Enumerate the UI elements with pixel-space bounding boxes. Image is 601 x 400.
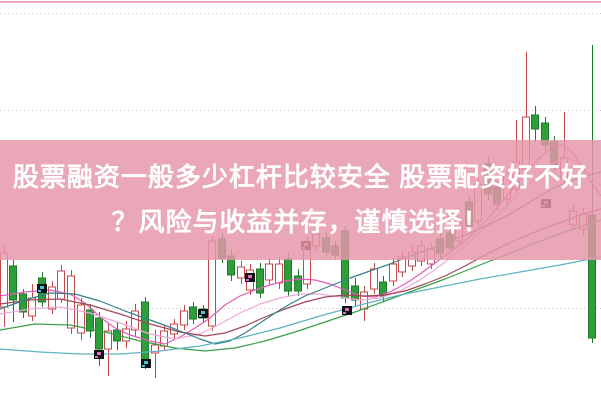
candle-up [265, 258, 273, 285]
candle-body [379, 281, 387, 297]
candle-body [48, 286, 56, 310]
signal-marker-glyph [201, 311, 205, 314]
signal-marker-glyph [248, 275, 252, 278]
signal-marker-glyph [199, 315, 202, 317]
candle-down [189, 302, 197, 324]
candle-down [86, 304, 94, 338]
candle-down [19, 289, 27, 318]
candle-body [95, 317, 103, 350]
candle-up [48, 281, 56, 314]
candle-down [256, 263, 264, 298]
candle-body [9, 265, 17, 301]
candle-body [104, 330, 112, 350]
signal-marker-glyph [345, 308, 349, 311]
signal-marker-glyph [95, 356, 98, 358]
candle-body [122, 328, 130, 342]
candle-body [57, 270, 65, 300]
signal-marker [245, 273, 255, 282]
candle-body [237, 266, 245, 279]
candle-up [180, 305, 188, 330]
candle-body [0, 252, 8, 308]
signal-marker-glyph [97, 352, 101, 355]
candle-body [19, 293, 27, 313]
candle-body [265, 263, 273, 281]
candle-body [189, 306, 197, 320]
candle-body [294, 275, 302, 292]
signal-marker-glyph [343, 312, 346, 314]
candle-body [256, 268, 264, 294]
signal-marker [198, 309, 208, 318]
signal-marker-glyph [142, 365, 145, 367]
candle-body [360, 291, 368, 310]
signal-marker [141, 359, 151, 368]
candle-up [151, 330, 159, 378]
signal-marker-glyph [40, 286, 44, 289]
candle-body [28, 297, 36, 317]
candle-up [77, 298, 85, 340]
signal-marker-glyph [38, 290, 41, 292]
candle-body [275, 263, 283, 284]
candle-up [237, 261, 245, 284]
candle-body [86, 309, 94, 332]
candle-body [284, 258, 292, 292]
signal-marker-glyph [246, 279, 249, 281]
candle-down [531, 106, 539, 142]
candle-body [151, 344, 159, 354]
signal-marker [94, 350, 104, 359]
candle-body [531, 114, 539, 130]
headline-line-2: ？风险与收益并存，谨慎选择！ [111, 207, 490, 237]
candle-up [370, 263, 378, 294]
headline-line-1: 股票融资一般多少杠杆比较安全 股票配资好不好 [12, 162, 589, 193]
signal-marker [37, 284, 47, 293]
top-accent-line [0, 1, 601, 3]
signal-marker [342, 306, 352, 315]
candle-body [389, 263, 397, 282]
headline-banner: 股票融资一般多少杠杆比较安全 股票配资好不好 ？风险与收益并存，谨慎选择！ [0, 140, 601, 260]
candle-up [275, 257, 283, 289]
candle-body [77, 304, 85, 334]
candle-up [28, 284, 36, 321]
candle-body [370, 268, 378, 290]
signal-marker-glyph [144, 361, 148, 364]
candle-up [57, 265, 65, 303]
candle-body [180, 310, 188, 326]
candle-down [294, 269, 302, 296]
